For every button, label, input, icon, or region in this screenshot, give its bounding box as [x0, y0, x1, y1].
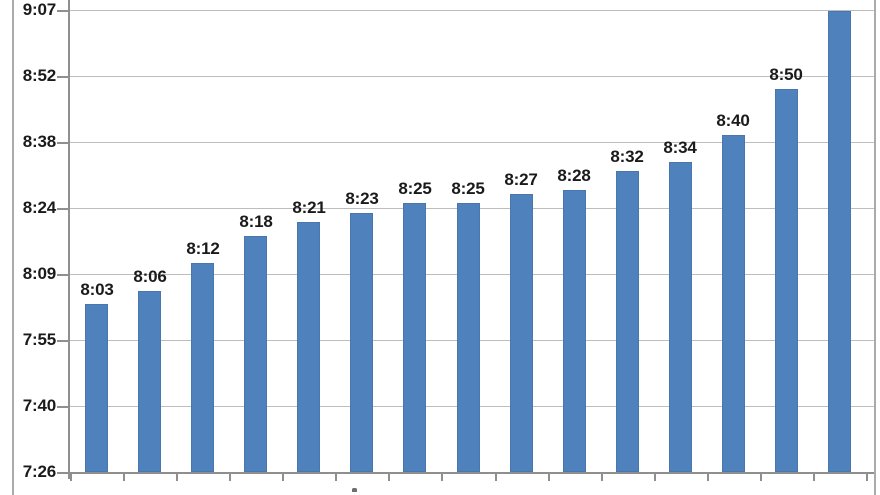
y-axis-label: 8:24 [22, 198, 56, 217]
x-tick [70, 474, 72, 481]
bar [191, 263, 214, 472]
bar-data-label: 8:21 [292, 198, 326, 217]
bar-data-label: 8:50 [769, 65, 803, 84]
bar [828, 11, 851, 472]
y-tick [57, 472, 70, 474]
y-axis-label: 8:09 [22, 264, 56, 283]
x-tick [495, 474, 497, 481]
bar-data-label: 8:23 [345, 189, 379, 208]
y-axis-label: 7:26 [22, 462, 56, 481]
y-axis-label: 9:07 [22, 0, 56, 19]
bar [244, 236, 267, 472]
y-tick [57, 406, 70, 408]
bar [85, 304, 108, 472]
y-tick [57, 340, 70, 342]
bar-data-label: 8:32 [610, 147, 644, 166]
bar [616, 171, 639, 472]
y-axis-label: 8:52 [22, 66, 56, 85]
bar-data-label: 8:40 [716, 111, 750, 130]
x-tick [866, 474, 868, 481]
x-tick [282, 474, 284, 481]
x-tick [813, 474, 815, 481]
bar [297, 222, 320, 472]
bar [350, 213, 373, 472]
x-tick [601, 474, 603, 481]
bar [403, 203, 426, 472]
gridline [70, 142, 874, 143]
x-tick [654, 474, 656, 481]
x-tick [123, 474, 125, 481]
bar-data-label: 8:12 [186, 239, 220, 258]
bar [775, 89, 798, 472]
bar-data-label: 8:25 [398, 179, 432, 198]
bar-data-label: 8:06 [133, 267, 167, 286]
y-tick [57, 274, 70, 276]
chart-left-border [12, 0, 14, 495]
bar [722, 135, 745, 472]
x-tick [707, 474, 709, 481]
y-tick [57, 208, 70, 210]
bar [457, 203, 480, 472]
x-tick [176, 474, 178, 481]
x-tick [760, 474, 762, 481]
x-tick [229, 474, 231, 481]
bar-data-label: 8:34 [663, 138, 697, 157]
bar-data-label: 8:03 [80, 280, 114, 299]
bar [138, 291, 161, 472]
y-axis-label: 8:38 [22, 132, 56, 151]
x-tick [388, 474, 390, 481]
bar [563, 190, 586, 472]
bar [669, 162, 692, 472]
bar-data-label: 8:28 [557, 166, 591, 185]
gridline [70, 10, 874, 11]
x-tick [441, 474, 443, 481]
x-tick [548, 474, 550, 481]
y-axis-label: 7:55 [22, 330, 56, 349]
gridline [70, 76, 874, 77]
bar [510, 194, 533, 472]
y-tick [57, 10, 70, 12]
bar-data-label: 8:27 [504, 170, 538, 189]
bar-data-label: 8:25 [451, 179, 485, 198]
y-tick [57, 142, 70, 144]
y-axis-label: 7:40 [22, 396, 56, 415]
x-axis-line [68, 472, 874, 474]
bar-data-label: 8:18 [239, 212, 273, 231]
chart-right-border [874, 0, 876, 495]
cropped-x-label-artifact [352, 488, 357, 492]
x-tick [335, 474, 337, 481]
y-tick [57, 76, 70, 78]
y-axis-line [68, 0, 70, 479]
